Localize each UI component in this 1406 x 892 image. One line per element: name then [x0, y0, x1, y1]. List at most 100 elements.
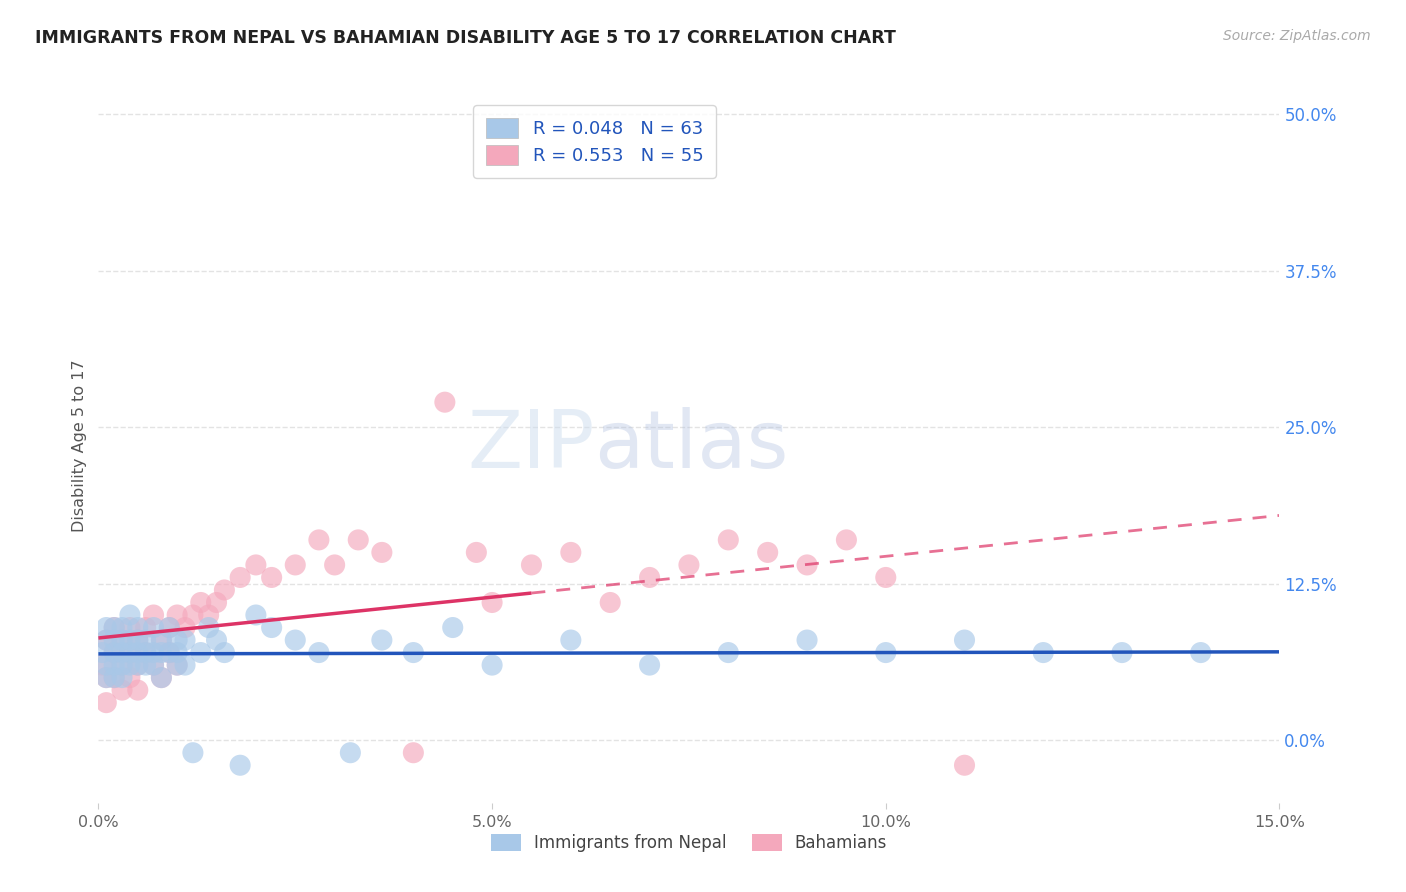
Point [135, 621, 157, 635]
Point [142, 658, 165, 673]
Point [118, 621, 141, 635]
Point [118, 671, 141, 685]
Point [284, 558, 307, 572]
Point [402, 646, 425, 660]
Point [96, 658, 118, 673]
Point [323, 558, 346, 572]
Point [214, 646, 236, 660]
Point [127, 621, 149, 635]
Point [181, 607, 204, 622]
Point [142, 658, 165, 673]
Point [150, 633, 173, 648]
Point [118, 646, 141, 660]
Point [245, 558, 267, 572]
Point [91, 658, 114, 673]
Point [142, 607, 165, 622]
Point [1032, 646, 1054, 660]
Point [953, 633, 976, 648]
Point [166, 646, 188, 660]
Point [339, 746, 361, 760]
Point [308, 646, 330, 660]
Point [174, 658, 197, 673]
Point [638, 658, 661, 673]
Point [150, 646, 173, 660]
Point [118, 607, 141, 622]
Point [835, 533, 858, 547]
Point [465, 545, 488, 559]
Point [103, 658, 125, 673]
Point [560, 545, 582, 559]
Point [111, 621, 134, 635]
Point [103, 646, 125, 660]
Point [197, 607, 219, 622]
Point [127, 633, 149, 648]
Point [371, 545, 394, 559]
Point [166, 658, 188, 673]
Point [111, 633, 134, 648]
Point [284, 633, 307, 648]
Point [260, 570, 283, 584]
Point [560, 633, 582, 648]
Point [103, 646, 125, 660]
Text: IMMIGRANTS FROM NEPAL VS BAHAMIAN DISABILITY AGE 5 TO 17 CORRELATION CHART: IMMIGRANTS FROM NEPAL VS BAHAMIAN DISABI… [35, 29, 896, 46]
Point [135, 633, 157, 648]
Point [433, 395, 456, 409]
Point [111, 646, 134, 660]
Point [142, 646, 165, 660]
Point [157, 621, 180, 635]
Point [150, 633, 173, 648]
Point [127, 633, 149, 648]
Point [111, 658, 134, 673]
Point [111, 671, 134, 685]
Legend: Immigrants from Nepal, Bahamians: Immigrants from Nepal, Bahamians [484, 827, 894, 859]
Point [245, 607, 267, 622]
Point [638, 570, 661, 584]
Point [371, 633, 394, 648]
Point [166, 633, 188, 648]
Text: Source: ZipAtlas.com: Source: ZipAtlas.com [1223, 29, 1371, 43]
Point [1111, 646, 1133, 660]
Point [135, 646, 157, 660]
Point [347, 533, 370, 547]
Point [402, 746, 425, 760]
Point [796, 558, 818, 572]
Point [717, 646, 740, 660]
Point [678, 558, 700, 572]
Point [96, 696, 118, 710]
Point [127, 683, 149, 698]
Point [260, 621, 283, 635]
Point [96, 671, 118, 685]
Text: ZIP: ZIP [467, 407, 595, 485]
Point [717, 533, 740, 547]
Point [103, 671, 125, 685]
Point [91, 646, 114, 660]
Point [756, 545, 779, 559]
Point [229, 570, 252, 584]
Point [135, 658, 157, 673]
Point [174, 633, 197, 648]
Point [875, 646, 897, 660]
Point [205, 633, 228, 648]
Point [441, 621, 464, 635]
Point [308, 533, 330, 547]
Point [118, 646, 141, 660]
Point [96, 633, 118, 648]
Point [96, 621, 118, 635]
Point [190, 595, 212, 609]
Point [111, 658, 134, 673]
Point [111, 683, 134, 698]
Point [157, 646, 180, 660]
Point [229, 758, 252, 772]
Point [197, 621, 219, 635]
Point [157, 621, 180, 635]
Point [214, 582, 236, 597]
Point [150, 671, 173, 685]
Point [205, 595, 228, 609]
Point [796, 633, 818, 648]
Point [181, 746, 204, 760]
Point [118, 633, 141, 648]
Point [127, 658, 149, 673]
Point [157, 646, 180, 660]
Point [481, 595, 503, 609]
Point [599, 595, 621, 609]
